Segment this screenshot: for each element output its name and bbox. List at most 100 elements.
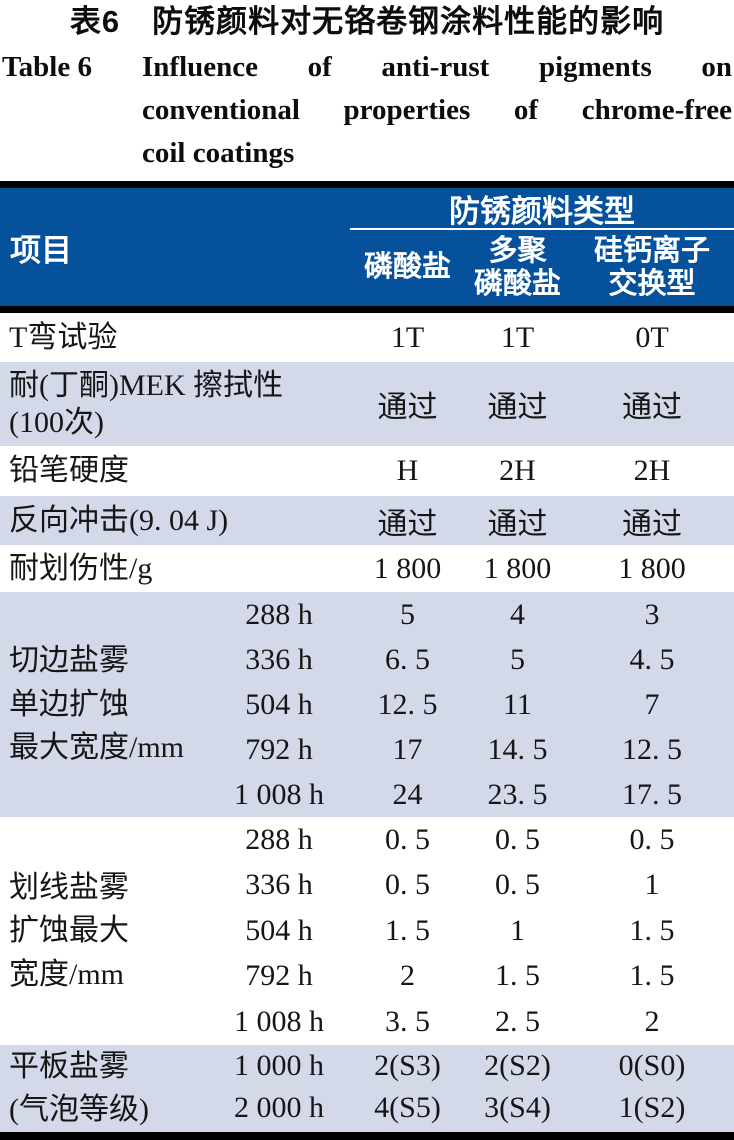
group-row: 1 008 h 3. 5 2. 5 2 bbox=[230, 999, 734, 1045]
table-title-en: Table 6 Influence of anti-rust pigments … bbox=[2, 46, 732, 175]
table-body: T弯试验 1T 1T 0T 耐(丁酮)MEK 擦拭性 (100次) 通过 通过 … bbox=[0, 313, 734, 1132]
table-group-cut-edge-salt-spray: 切边盐雾 单边扩蚀 最大宽度/mm 288 h 5 4 3 336 h 6. 5… bbox=[0, 592, 734, 817]
group-row: 288 h 0. 5 0. 5 0. 5 bbox=[230, 817, 734, 863]
cell-value: 通过 bbox=[377, 391, 438, 424]
group-label: 切边盐雾 单边扩蚀 最大宽度/mm bbox=[9, 644, 185, 765]
time-cell: 336 h bbox=[245, 868, 313, 902]
cell-value: 1 bbox=[510, 913, 525, 947]
group-rows: 288 h 0. 5 0. 5 0. 5 336 h 0. 5 0. 5 1 5… bbox=[230, 817, 734, 1045]
group-row: 504 h 12. 5 11 7 bbox=[230, 682, 734, 727]
time-cell: 1 008 h bbox=[234, 777, 324, 811]
cell-value: 17. 5 bbox=[622, 777, 682, 811]
cell-value: 通过 bbox=[622, 391, 682, 424]
cell-value: 14. 5 bbox=[487, 732, 548, 766]
group-row: 336 h 0. 5 0. 5 1 bbox=[230, 863, 734, 909]
cell-value: 0. 5 bbox=[629, 822, 675, 856]
cell-value: 5 bbox=[400, 597, 415, 631]
pigment-subheaders: 磷酸盐 多聚 磷酸盐 硅钙离子 交换型 bbox=[350, 230, 734, 306]
cell-value: 1 800 bbox=[373, 551, 442, 585]
table-group-scribe-salt-spray: 划线盐雾 扩蚀最大 宽度/mm 288 h 0. 5 0. 5 0. 5 336… bbox=[0, 817, 734, 1045]
cell-value: 1. 5 bbox=[385, 913, 430, 947]
time-cell: 336 h bbox=[245, 642, 313, 676]
col-header-polyphosphate: 多聚 磷酸盐 bbox=[473, 234, 561, 300]
group-row: 792 h 2 1. 5 1. 5 bbox=[230, 954, 734, 1000]
cell-value: 4. 5 bbox=[629, 642, 675, 676]
col-header-silica-calcium-ion-exchange: 硅钙离子 交换型 bbox=[593, 234, 710, 300]
cell-value: 2H bbox=[499, 454, 536, 487]
group-row: 336 h 6. 5 5 4. 5 bbox=[230, 637, 734, 682]
group-row: 2 000 h 4(S5) 3(S4) 1(S2) bbox=[230, 1087, 734, 1130]
cell-value: 1. 5 bbox=[629, 959, 675, 993]
cell-value: 4(S5) bbox=[374, 1091, 441, 1125]
cell-value: 3. 5 bbox=[385, 1004, 430, 1038]
title-en-line2-text: conventional properties of chrome-free bbox=[142, 94, 732, 126]
group-row: 1 000 h 2(S3) 2(S2) 0(S0) bbox=[230, 1045, 734, 1088]
time-cell: 792 h bbox=[245, 959, 313, 993]
cell-value: 1. 5 bbox=[629, 913, 675, 947]
title-en-line1-text: Influence of anti-rust pigments on bbox=[142, 51, 732, 83]
cell-value: 1 800 bbox=[618, 551, 686, 585]
time-cell: 792 h bbox=[245, 732, 313, 766]
table-row-scratch-resistance: 耐划伤性/g 1 800 1 800 1 800 bbox=[0, 545, 734, 592]
cell-value: 0. 5 bbox=[495, 822, 540, 856]
cell-value: 2 bbox=[400, 959, 415, 993]
time-cell: 504 h bbox=[245, 913, 313, 947]
time-cell: 1 008 h bbox=[234, 1004, 324, 1038]
group-row: 792 h 17 14. 5 12. 5 bbox=[230, 727, 734, 772]
table-top-rule bbox=[0, 181, 734, 188]
cell-value: 1T bbox=[500, 320, 535, 354]
table-title-zh: 表6 防锈颜料对无铬卷钢涂料性能的影响 bbox=[69, 4, 665, 39]
title-en-line3-text: coil coatings bbox=[142, 137, 295, 169]
group-row: 1 008 h 24 23. 5 17. 5 bbox=[230, 772, 734, 817]
time-cell: 504 h bbox=[245, 687, 313, 721]
row-label: 耐(丁酮)MEK 擦拭性 (100次) bbox=[9, 368, 284, 440]
cell-value: 1. 5 bbox=[495, 959, 540, 993]
cell-value: 2. 5 bbox=[495, 1004, 540, 1038]
title-en-table-number: Table 6 bbox=[2, 51, 92, 83]
table-bottom-rule bbox=[0, 1131, 734, 1140]
cell-value: 0. 5 bbox=[385, 868, 430, 902]
cell-value: 0T bbox=[635, 320, 669, 354]
cell-value: 通过 bbox=[487, 391, 548, 424]
cell-value: 2(S2) bbox=[484, 1048, 551, 1082]
cell-value: 12. 5 bbox=[377, 687, 438, 721]
col-header-item: 项目 bbox=[10, 232, 72, 268]
row-label: 耐划伤性/g bbox=[9, 551, 153, 585]
table-row-mek: 耐(丁酮)MEK 擦拭性 (100次) 通过 通过 通过 bbox=[0, 362, 734, 446]
cell-value: 0. 5 bbox=[495, 868, 540, 902]
cell-value: 12. 5 bbox=[622, 732, 682, 766]
cell-value: 通过 bbox=[487, 507, 548, 541]
cell-value: 1 bbox=[644, 868, 660, 902]
group-row: 288 h 5 4 3 bbox=[230, 592, 734, 637]
cell-value: 2 bbox=[644, 1004, 660, 1038]
group-label: 平板盐雾 (气泡等级) bbox=[9, 1049, 149, 1127]
cell-value: 0. 5 bbox=[385, 822, 430, 856]
data-table: 项目 防锈颜料类型 磷酸盐 多聚 磷酸盐 硅钙离子 交换型 T弯试验 1T 1T… bbox=[0, 181, 734, 1140]
cell-value: 6. 5 bbox=[385, 642, 430, 676]
group-row: 504 h 1. 5 1 1. 5 bbox=[230, 908, 734, 954]
title-en-line1: Table 6 Influence of anti-rust pigments … bbox=[2, 46, 732, 89]
table-row-tbend: T弯试验 1T 1T 0T bbox=[0, 313, 734, 362]
cell-value: 3(S4) bbox=[484, 1091, 551, 1125]
cell-value: 0(S0) bbox=[618, 1048, 686, 1082]
time-cell: 1 000 h bbox=[234, 1048, 324, 1082]
cell-value: 1T bbox=[390, 320, 425, 354]
group-label: 划线盐雾 扩蚀最大 宽度/mm bbox=[9, 870, 129, 991]
table-header: 项目 防锈颜料类型 磷酸盐 多聚 磷酸盐 硅钙离子 交换型 bbox=[0, 188, 734, 306]
cell-value: 1(S2) bbox=[618, 1091, 686, 1125]
table-header-rule bbox=[0, 306, 734, 313]
cell-value: 1 800 bbox=[483, 551, 552, 585]
cell-value: 7 bbox=[644, 687, 660, 721]
col-group-header-pigment-type: 防锈颜料类型 bbox=[350, 188, 734, 230]
cell-value: 2H bbox=[633, 454, 671, 487]
cell-value: 24 bbox=[392, 777, 423, 811]
group-rows: 288 h 5 4 3 336 h 6. 5 5 4. 5 504 h 12. … bbox=[230, 592, 734, 817]
col-header-phosphate: 磷酸盐 bbox=[363, 251, 451, 284]
row-label: 反向冲击(9. 04 J) bbox=[9, 503, 229, 537]
cell-value: 4 bbox=[510, 597, 525, 631]
cell-value: H bbox=[396, 454, 419, 487]
time-cell: 288 h bbox=[245, 597, 313, 631]
cell-value: 2(S3) bbox=[374, 1048, 441, 1082]
group-rows: 1 000 h 2(S3) 2(S2) 0(S0) 2 000 h 4(S5) … bbox=[230, 1045, 734, 1132]
